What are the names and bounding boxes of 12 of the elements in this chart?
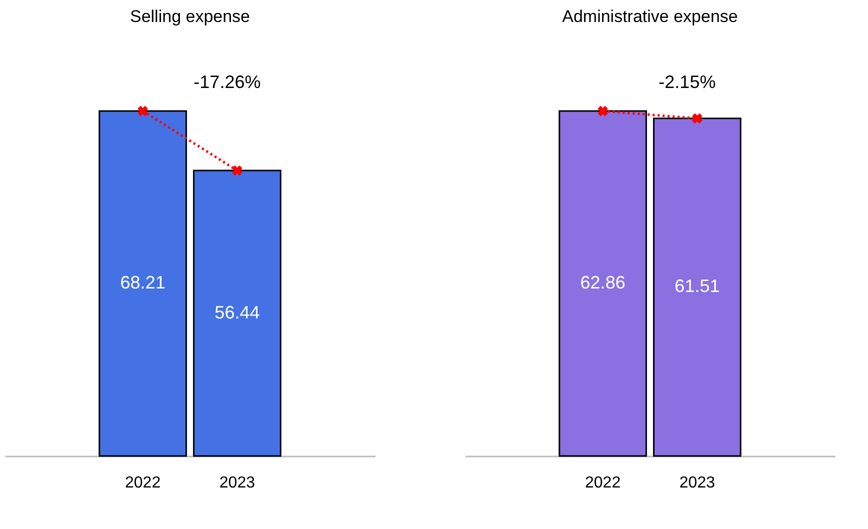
- data-label: 62.86: [580, 272, 626, 292]
- text: -17.26%: [194, 72, 261, 92]
- x-tick-label: 2022: [125, 474, 161, 492]
- text: -2.15%: [658, 72, 716, 92]
- x-tick-label: 2022: [585, 474, 621, 492]
- chart-title: Administrative expense: [562, 7, 738, 26]
- data-label: 68.21: [120, 272, 166, 292]
- x-tick-label: 2023: [219, 474, 256, 492]
- x-tick-label: 2023: [679, 474, 716, 492]
- chart-title: Selling expense: [130, 7, 250, 26]
- data-label: 61.51: [674, 276, 720, 296]
- data-label: 56.44: [214, 302, 260, 322]
